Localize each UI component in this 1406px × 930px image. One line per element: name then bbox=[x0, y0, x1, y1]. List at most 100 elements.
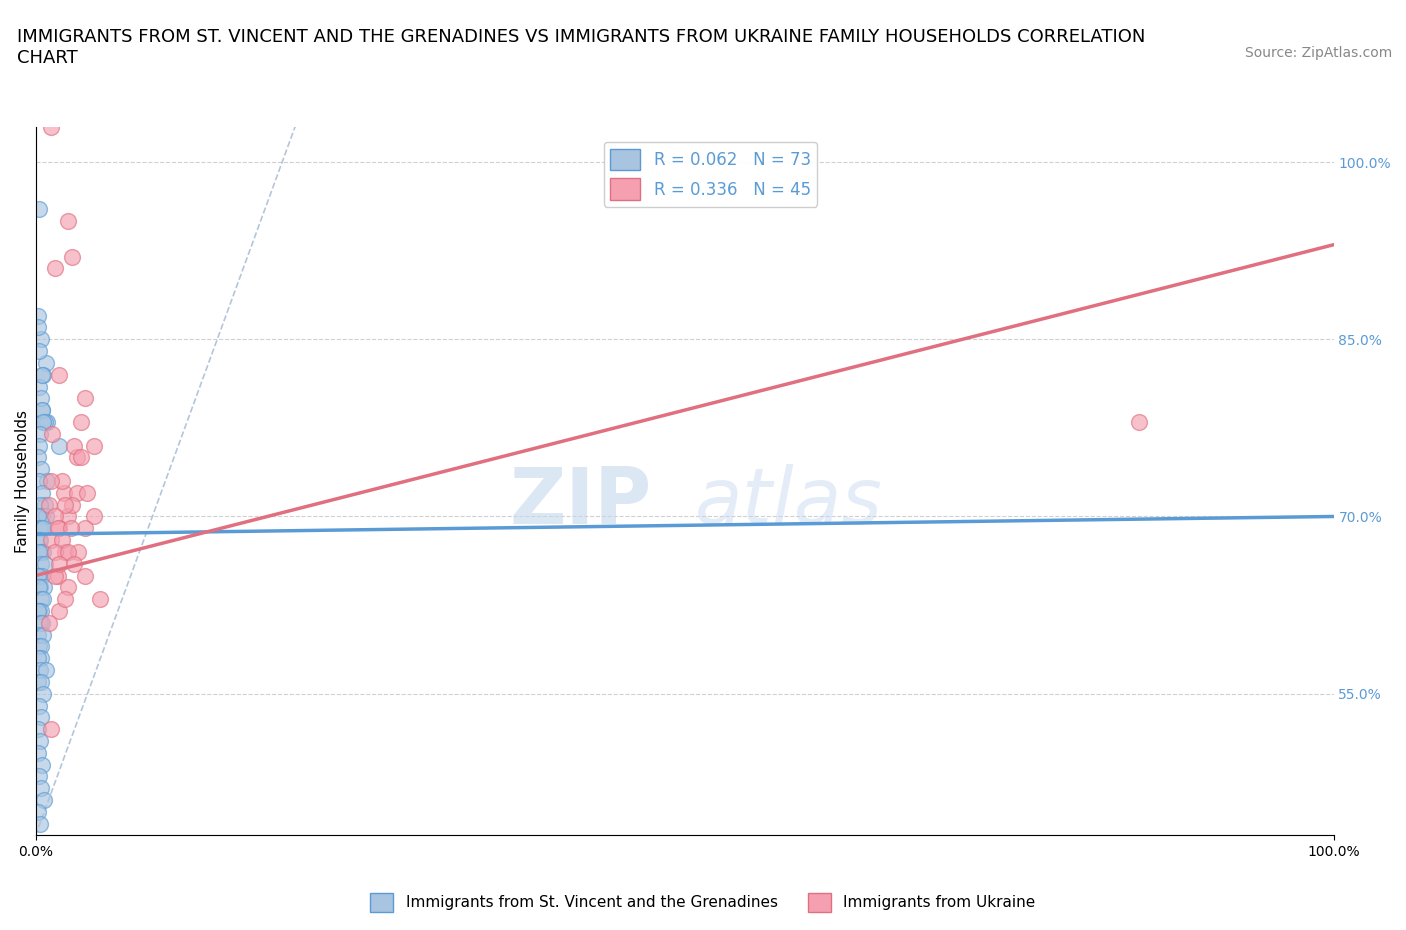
Point bbox=[27, 308, 49, 323]
Point bbox=[27, 450, 49, 465]
Point bbox=[48, 367, 70, 382]
Point bbox=[51, 473, 73, 488]
Point bbox=[27, 320, 49, 335]
Point bbox=[32, 544, 55, 559]
Point bbox=[28, 639, 51, 654]
Text: atlas: atlas bbox=[695, 464, 883, 540]
Point bbox=[28, 202, 51, 217]
Point bbox=[38, 616, 60, 631]
Point bbox=[44, 568, 66, 583]
Text: ZIP: ZIP bbox=[509, 464, 652, 540]
Point bbox=[28, 544, 51, 559]
Point bbox=[56, 544, 79, 559]
Point bbox=[39, 473, 62, 488]
Point bbox=[28, 379, 51, 394]
Point bbox=[31, 367, 53, 382]
Point bbox=[27, 745, 49, 760]
Point bbox=[73, 391, 96, 405]
Point bbox=[30, 734, 52, 749]
Point bbox=[31, 485, 53, 500]
Point bbox=[34, 556, 56, 571]
Point bbox=[46, 568, 69, 583]
Point bbox=[63, 438, 86, 453]
Point bbox=[70, 415, 93, 430]
Point bbox=[37, 473, 59, 488]
Point bbox=[30, 817, 52, 831]
Point bbox=[30, 591, 52, 606]
Point bbox=[48, 438, 70, 453]
Point bbox=[32, 627, 55, 642]
Point bbox=[30, 544, 52, 559]
Point bbox=[51, 533, 73, 548]
Point bbox=[56, 509, 79, 524]
Point bbox=[28, 533, 51, 548]
Point bbox=[55, 591, 77, 606]
Point bbox=[39, 722, 62, 737]
Point bbox=[48, 521, 70, 536]
Point bbox=[48, 604, 70, 618]
Point bbox=[28, 438, 51, 453]
Point bbox=[35, 509, 58, 524]
Point bbox=[27, 604, 49, 618]
Text: Source: ZipAtlas.com: Source: ZipAtlas.com bbox=[1244, 46, 1392, 60]
Point bbox=[30, 616, 52, 631]
Point bbox=[31, 568, 53, 583]
Point bbox=[30, 556, 52, 571]
Point bbox=[1128, 415, 1150, 430]
Point bbox=[28, 604, 51, 618]
Point bbox=[55, 544, 77, 559]
Point bbox=[56, 580, 79, 595]
Point bbox=[30, 674, 52, 689]
Point bbox=[35, 663, 58, 678]
Point bbox=[66, 485, 89, 500]
Point bbox=[70, 450, 93, 465]
Point bbox=[31, 591, 53, 606]
Point bbox=[27, 674, 49, 689]
Text: IMMIGRANTS FROM ST. VINCENT AND THE GRENADINES VS IMMIGRANTS FROM UKRAINE FAMILY: IMMIGRANTS FROM ST. VINCENT AND THE GREN… bbox=[17, 28, 1146, 67]
Point bbox=[30, 580, 52, 595]
Point bbox=[34, 415, 56, 430]
Point bbox=[27, 722, 49, 737]
Point bbox=[31, 403, 53, 418]
Point bbox=[28, 344, 51, 359]
Point bbox=[63, 556, 86, 571]
Point bbox=[27, 804, 49, 819]
Point bbox=[30, 332, 52, 347]
Point bbox=[32, 415, 55, 430]
Point bbox=[30, 391, 52, 405]
Point bbox=[27, 651, 49, 666]
Point bbox=[55, 498, 77, 512]
Point bbox=[83, 509, 105, 524]
Point bbox=[30, 663, 52, 678]
Point bbox=[28, 521, 51, 536]
Point bbox=[60, 498, 83, 512]
Point bbox=[53, 485, 76, 500]
Point bbox=[27, 509, 49, 524]
Point bbox=[31, 757, 53, 772]
Point bbox=[73, 568, 96, 583]
Point bbox=[30, 651, 52, 666]
Point bbox=[30, 533, 52, 548]
Point bbox=[67, 544, 90, 559]
Point bbox=[28, 769, 51, 784]
Point bbox=[27, 568, 49, 583]
Point bbox=[30, 710, 52, 724]
Point bbox=[31, 403, 53, 418]
Point bbox=[44, 544, 66, 559]
Point bbox=[76, 485, 98, 500]
Point bbox=[89, 591, 111, 606]
Point bbox=[59, 521, 82, 536]
Point bbox=[31, 521, 53, 536]
Legend: Immigrants from St. Vincent and the Grenadines, Immigrants from Ukraine: Immigrants from St. Vincent and the Gren… bbox=[364, 887, 1042, 918]
Point bbox=[44, 261, 66, 276]
Point bbox=[28, 568, 51, 583]
Point bbox=[30, 604, 52, 618]
Y-axis label: Family Households: Family Households bbox=[15, 409, 30, 552]
Point bbox=[28, 473, 51, 488]
Point bbox=[38, 498, 60, 512]
Point bbox=[30, 521, 52, 536]
Point bbox=[37, 415, 59, 430]
Point bbox=[30, 639, 52, 654]
Point bbox=[30, 781, 52, 796]
Point bbox=[32, 580, 55, 595]
